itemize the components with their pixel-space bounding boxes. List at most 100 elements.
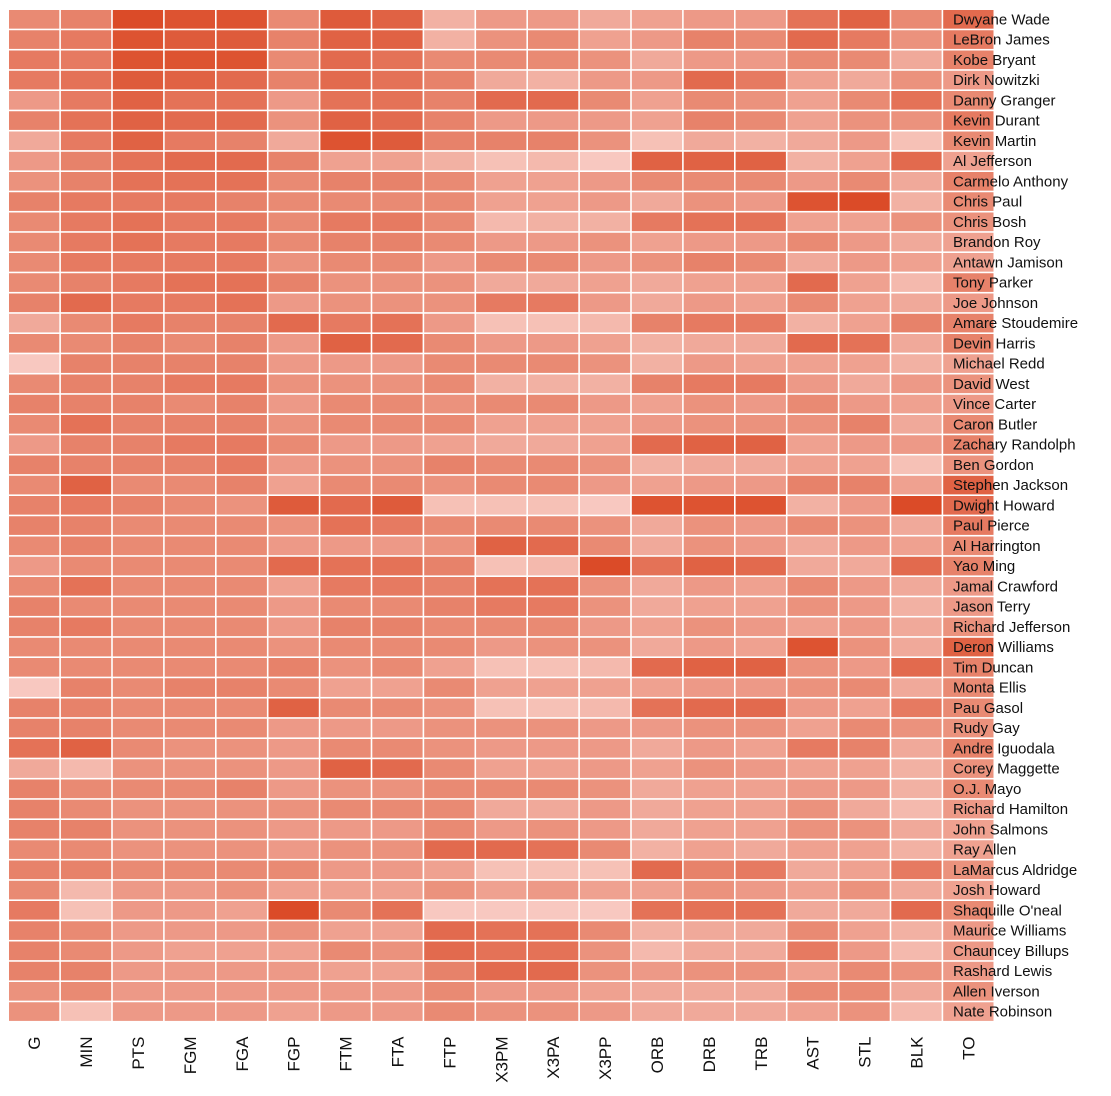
heatmap-cell [579,718,631,738]
heatmap-cell [424,50,475,70]
heatmap-cell [216,151,267,171]
heatmap-cell [216,739,267,758]
heatmap-cell [943,232,994,252]
heatmap-cell [9,739,60,758]
heatmap-cell [528,759,579,778]
heatmap-cell [164,678,215,697]
heatmap-cell [839,273,890,292]
heatmap-cell [787,658,838,677]
heatmap-cell [476,354,527,373]
heatmap-cell [943,91,994,110]
heatmap-cell [839,982,890,1001]
row-label: Kevin Durant [953,113,1041,130]
heatmap-cell [112,577,164,596]
heatmap-cell [891,678,942,697]
heatmap-cell [528,91,579,110]
heatmap-cell [268,151,319,171]
heatmap-cell [476,374,527,394]
heatmap-cell [320,212,371,232]
heatmap-cell [528,982,579,1001]
heatmap-cell [943,475,994,495]
heatmap-cell [268,617,319,637]
heatmap-cell [735,131,786,151]
heatmap-cell [164,394,215,414]
heatmap-cell [579,637,631,657]
heatmap-cell [631,941,683,961]
heatmap-cell [424,961,475,981]
heatmap-cell [579,577,631,596]
heatmap-cell [9,374,60,394]
heatmap-cell [60,496,112,515]
heatmap-cell [579,394,631,414]
heatmap-cell [631,860,683,880]
row-label: Jamal Crawford [953,578,1058,595]
heatmap-cell [735,779,786,799]
heatmap-cell [216,860,267,880]
heatmap-cell [683,455,734,475]
heatmap-cell [372,799,423,819]
heatmap-cell [787,30,838,49]
heatmap-cell [631,435,683,454]
heatmap-cell [943,253,994,272]
heatmap-cell [476,70,527,90]
heatmap-cell [112,820,164,839]
heatmap-cell [735,718,786,738]
heatmap-cell [268,253,319,272]
heatmap-cell [735,50,786,70]
heatmap-cell [424,394,475,414]
heatmap-cell [216,536,267,556]
heatmap-cell [839,718,890,738]
heatmap-cell [216,496,267,515]
heatmap-cell [424,435,475,454]
row-label: Richard Jefferson [953,619,1070,636]
heatmap-cell [787,435,838,454]
heatmap-cell [9,91,60,110]
heatmap-cell [164,921,215,940]
heatmap-cell [164,698,215,718]
heatmap-cell [268,516,319,535]
heatmap-cell [787,860,838,880]
heatmap-cell [372,111,423,130]
heatmap-cell [735,536,786,556]
heatmap-cell [60,577,112,596]
heatmap-cell [112,779,164,799]
heatmap-cell [112,354,164,373]
heatmap-cell [476,455,527,475]
heatmap-cell [164,860,215,880]
heatmap-cell [787,799,838,819]
heatmap-cell [268,293,319,313]
row-label: Rudy Gay [953,720,1020,737]
heatmap-cell [320,637,371,657]
row-label: Stephen Jackson [953,477,1068,494]
heatmap-cell [839,556,890,576]
row-labels: Dwyane Wade LeBron James Kobe Bryant Dirk N… [953,11,1078,1020]
heatmap-cell [735,739,786,758]
heatmap-cell [268,718,319,738]
heatmap-cell [60,718,112,738]
heatmap-cell [320,10,371,29]
heatmap-cell [424,1002,475,1021]
heatmap-cell [683,111,734,130]
row-label: Al Harrington [953,538,1041,555]
row-label: Zachary Randolph [953,437,1076,454]
heatmap-cell [320,475,371,495]
heatmap-cell [528,820,579,839]
heatmap-cell [112,111,164,130]
heatmap-cell [112,151,164,171]
heatmap-cell [216,354,267,373]
heatmap-cell [787,374,838,394]
heatmap-cell [320,232,371,252]
heatmap-cell [9,779,60,799]
column-label: X3PA [544,1036,563,1079]
heatmap-cell [891,698,942,718]
heatmap-cell [787,10,838,29]
heatmap-cell [216,577,267,596]
heatmap-cell [112,50,164,70]
heatmap-cell [579,941,631,961]
heatmap-cell [579,151,631,171]
heatmap-cell [424,232,475,252]
heatmap-cell [268,394,319,414]
heatmap-cell [839,70,890,90]
heatmap-cell [60,273,112,292]
heatmap-cell [735,30,786,49]
